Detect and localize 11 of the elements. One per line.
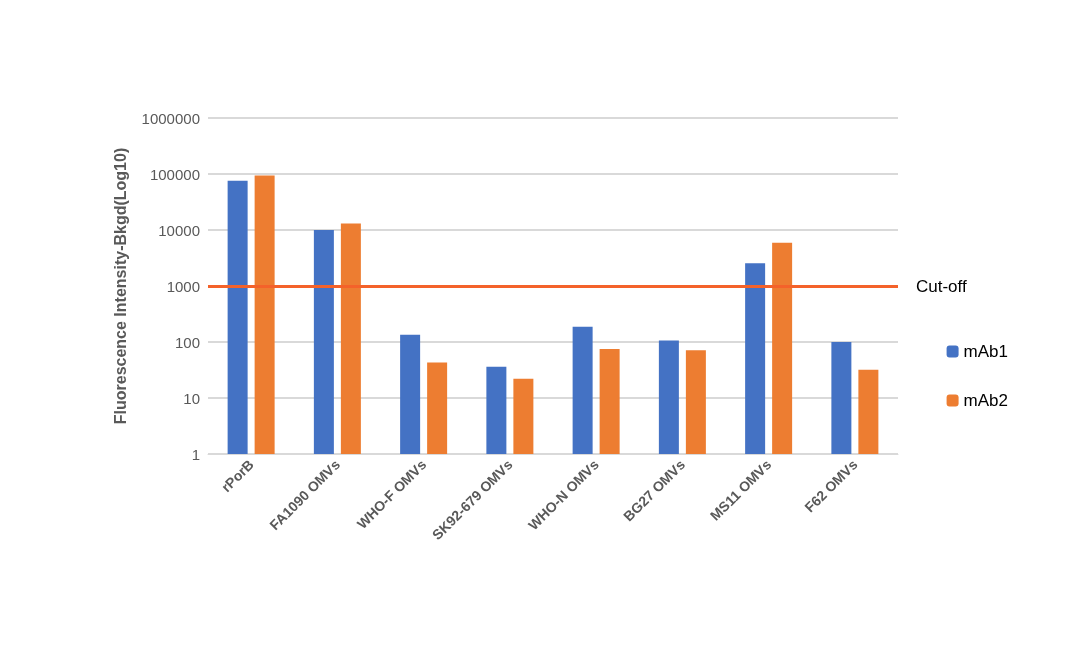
y-tick-label: 1	[191, 445, 200, 463]
y-tick-label: 1000000	[141, 109, 200, 127]
y-tick-label: 100	[174, 333, 200, 351]
y-tick-label: 1000	[166, 277, 200, 295]
ref-line-label: Cut-off	[916, 276, 967, 296]
y-axis-title: Fluorescence Intensity-Bkgd(Log10)	[111, 147, 129, 425]
y-tick-label: 100000	[149, 165, 200, 183]
legend-label: mAb1	[963, 342, 1009, 361]
y-tick-label: 10000	[158, 221, 200, 239]
legend-label: mAb2	[963, 391, 1009, 410]
y-tick-label: 10	[183, 389, 200, 407]
